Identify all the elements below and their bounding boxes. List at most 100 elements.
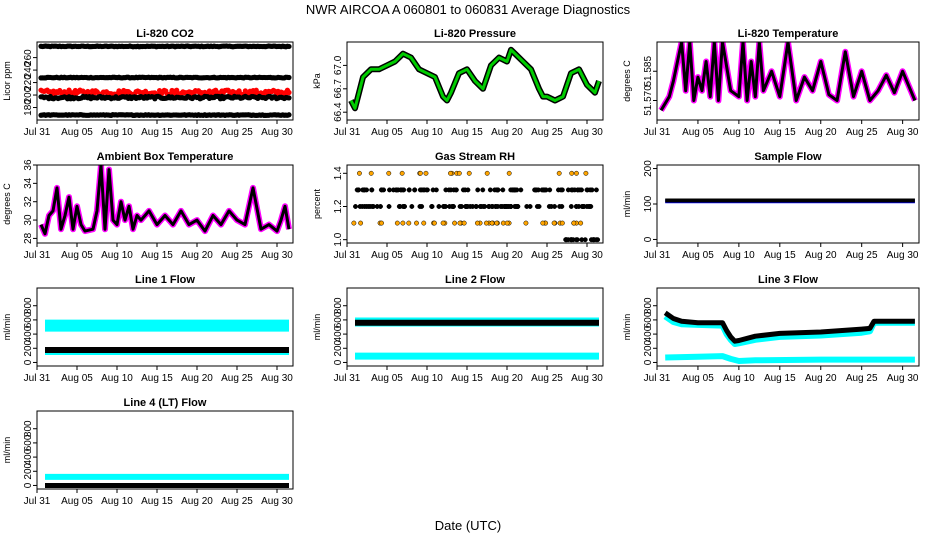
data-point [574,170,579,176]
data-point [534,204,540,209]
data-point [504,220,510,226]
data-point [395,187,401,193]
panel-2: Li-820 Pressure Jul 31 Aug 05 Aug 10 Aug 15 A… [312,28,604,138]
x-tick-label: Jul 31 [24,250,51,261]
data-point [449,204,455,209]
x-tick-label: Aug 15 [764,373,796,384]
data-point [576,204,582,209]
y-axis-label: Licor ppm [2,61,12,101]
x-tick-label: Aug 10 [101,496,133,507]
data-point [506,170,512,176]
data-point [364,187,370,193]
panel-5: Gas Stream RH Jul 31 Aug 05 Aug 10 Aug 15 Aug… [312,151,604,261]
x-axis: Jul 31 Aug 05 Aug 10 Aug 15 Aug 20 Aug 25 Aug … [334,366,603,384]
y-tick-label: 67.0 [333,55,344,75]
y-tick-label: 0 [23,359,34,365]
data-point [379,220,384,226]
x-tick-label: Aug 20 [491,373,523,384]
data-point [500,187,506,193]
panel-4: Ambient Box Temperature Jul 31 Aug 05 Aug 1… [2,151,294,261]
series-rh-1.1 [351,220,584,226]
data-point [568,237,574,243]
data-point [457,220,463,226]
panel-title: Line 2 Flow [445,274,505,286]
x-tick-label: Aug 30 [887,250,919,261]
data-point [457,204,463,209]
data-point [585,187,591,193]
x-tick-label: Aug 05 [682,127,714,138]
x-tick-label: Aug 05 [61,373,93,384]
x-tick-label: Aug 05 [371,373,403,384]
data-point [480,187,486,193]
plot-frame [656,164,920,244]
y-axis-label: ml/min [2,437,12,464]
data-point [495,204,501,209]
plot-frame [36,410,294,490]
data-point [406,187,412,193]
y-tick-label: 28 [23,232,34,244]
x-tick-label: Aug 30 [887,127,919,138]
y-tick-label: 66.7 [333,79,344,99]
y-tick-label: 34 [23,177,34,189]
data-point [532,187,538,193]
panel-title: Li-820 Temperature [738,28,839,40]
x-tick-label: Aug 25 [846,373,878,384]
x-tick-label: Aug 25 [531,250,563,261]
y-tick-label: 200 [643,339,654,356]
data-point [417,187,423,193]
data-point [419,204,425,209]
data-point [461,220,467,226]
x-tick-label: Aug 05 [682,250,714,261]
series-ambient-low [38,93,292,102]
series-cal-low [38,112,292,118]
data-point [414,220,419,226]
x-tick-label: Aug 15 [141,373,173,384]
data-point [406,220,412,226]
y-axis: 28 30 32 34 36 [23,159,37,244]
plot-area [665,198,915,204]
figure-title: NWR AIRCOA A 060801 to 060831 Average Di… [306,2,631,17]
y-tick-label: 600 [23,311,34,328]
x-tick-label: Aug 15 [141,496,173,507]
x-axis: Jul 31 Aug 05 Aug 10 Aug 15 Aug 20 Aug 25 Aug … [334,120,603,138]
data-point [448,170,453,176]
series-rh-1.4 [356,170,589,176]
data-point [514,204,520,209]
plot-area [45,319,289,355]
y-tick-label: 200 [23,462,34,479]
data-point [443,187,449,193]
y-axis-label: kPa [312,73,322,89]
plot-area [663,310,915,364]
plot-frame [346,164,604,244]
x-tick-label: Aug 20 [181,250,213,261]
panel-title: Gas Stream RH [435,151,515,163]
x-tick-label: Aug 30 [261,496,293,507]
data-point [386,170,392,176]
data-point [556,170,562,176]
x-axis: Jul 31 Aug 05 Aug 10 Aug 15 Aug 20 Aug 25 Aug … [644,243,919,261]
data-point [593,187,599,193]
x-tick-label: Aug 20 [491,127,523,138]
plot-area [38,165,292,237]
y-tick-label: 200 [643,160,654,177]
x-tick-label: Jul 31 [24,373,51,384]
y-axis-label: ml/min [622,191,632,218]
y-tick-label: 51.570 [643,85,654,116]
panel-10: Line 4 (LT) Flow Jul 31 Aug 05 Aug 10 Aug 15… [2,397,294,507]
data-point [423,170,429,176]
x-tick-label: Aug 15 [764,127,796,138]
data-point [484,170,490,176]
data-point [424,187,430,193]
x-tick-label: Aug 10 [723,250,755,261]
y-axis-label: ml/min [2,314,12,341]
plot-area [351,170,601,243]
y-tick-label: 220 [23,74,34,91]
x-axis: Jul 31 Aug 05 Aug 10 Aug 15 Aug 20 Aug 25 Aug … [644,366,919,384]
data-point [588,204,594,209]
data-point [563,237,569,243]
y-tick-label: 200 [333,339,344,356]
x-tick-label: Aug 30 [887,373,919,384]
x-tick-label: Aug 15 [451,373,483,384]
